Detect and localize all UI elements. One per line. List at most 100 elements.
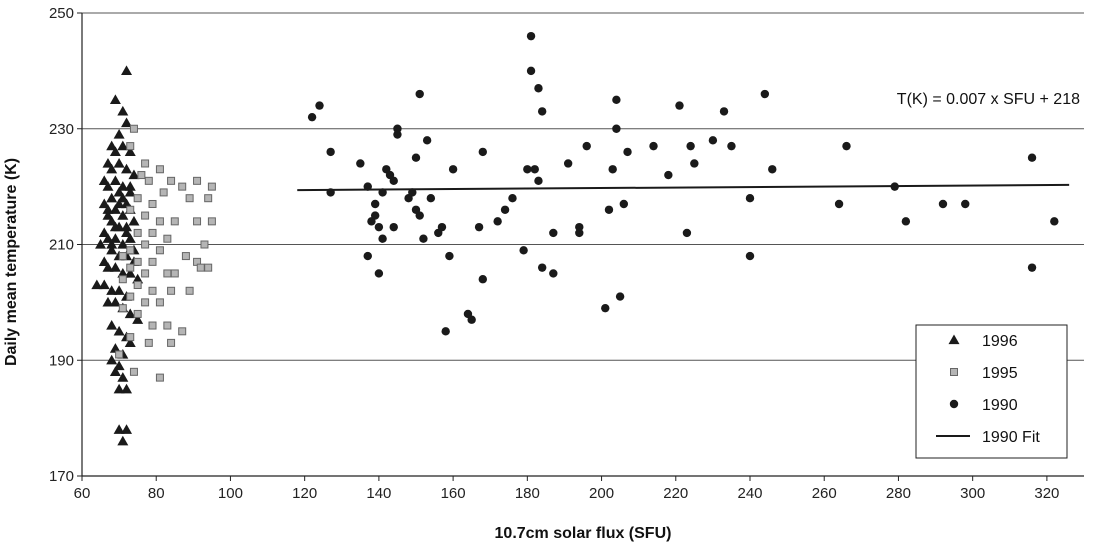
point-1990 [437,222,447,232]
point-1990 [478,147,487,157]
point-1990 [526,66,536,76]
point-1990 [575,228,584,238]
x-tick-label: 80 [148,485,165,502]
point-1990 [374,222,384,232]
point-1995 [148,257,157,266]
point-1996 [121,163,133,174]
point-1990 [649,141,658,151]
x-tick-label: 240 [737,485,762,502]
point-1996 [124,337,136,348]
point-1990 [682,228,692,238]
point-1990 [1027,153,1037,162]
point-1996 [106,244,118,255]
point-1995 [133,281,142,290]
point-1996 [132,314,144,324]
point-1996 [109,343,121,353]
point-1996 [109,262,121,272]
point-1990 [326,147,335,157]
point-1990 [537,107,547,116]
point-1996 [106,239,118,249]
point-1996 [102,210,114,220]
point-1990 [422,136,432,145]
point-1996 [102,204,114,214]
point-1990 [842,141,851,151]
point-1996 [106,140,118,151]
point-1990 [326,188,335,197]
point-1995 [118,275,127,284]
y-axis-label: Daily mean temperature (K) [3,158,20,366]
point-1996 [98,279,110,290]
series-1995 [115,124,216,382]
x-tick-label: 160 [441,485,466,502]
point-1990 [690,159,699,168]
point-1995 [144,176,153,185]
y-tick-label: 230 [49,121,74,138]
point-1996 [128,215,140,226]
point-1995 [185,194,194,203]
point-1990 [393,130,402,139]
point-1995 [141,240,150,249]
point-1990 [519,246,528,255]
point-1990 [615,292,625,301]
point-1996 [124,146,136,157]
legend-label: 1996 [982,333,1018,350]
y-tick-label: 250 [49,5,74,22]
point-1995 [204,263,213,272]
point-1995 [126,205,135,214]
point-1990 [411,153,421,162]
y-tick-label: 210 [49,237,74,254]
point-1995 [148,286,157,295]
point-1990 [1050,217,1059,226]
x-tick-label: 100 [218,485,243,502]
point-1995 [193,217,202,226]
point-1990 [393,124,402,133]
point-1996 [109,366,121,376]
point-1995 [196,263,205,272]
point-1996 [109,94,121,104]
point-1990 [537,263,547,272]
point-1995 [155,246,164,255]
point-1996 [113,325,125,336]
point-1990 [493,217,502,226]
point-1995 [148,228,157,237]
point-1995 [118,252,127,261]
point-1995 [170,269,179,278]
point-1995 [207,217,216,226]
point-1995 [163,321,172,330]
point-1990 [370,211,380,220]
x-tick-label: 60 [74,485,91,502]
x-tick-label: 120 [292,485,317,502]
x-tick-label: 260 [812,485,837,502]
point-1995 [167,338,176,347]
point-1990 [474,222,484,232]
point-1990 [370,199,380,209]
point-1990 [708,136,718,145]
point-1995 [163,269,172,278]
point-1990 [315,101,324,110]
point-1996 [106,320,118,330]
x-tick-label: 280 [886,485,911,502]
point-1990 [441,327,450,336]
point-1990 [1027,263,1037,272]
point-1990 [363,251,372,261]
point-1996 [109,204,121,214]
point-1990 [719,107,729,116]
point-1995 [155,298,164,307]
point-1996 [117,105,129,116]
point-1995 [207,182,216,191]
point-1996 [124,267,136,278]
y-tick-label: 170 [49,468,74,485]
point-1996 [102,233,114,243]
point-1990 [890,182,899,191]
point-1996 [91,279,103,290]
point-1995 [144,338,153,347]
point-1996 [117,435,129,446]
point-1996 [113,285,125,295]
point-1990 [675,101,684,110]
point-1990 [549,269,558,278]
x-tick-label: 200 [589,485,614,502]
point-1995 [185,286,194,295]
legend-marker-1995 [950,368,958,376]
point-1996 [121,227,133,238]
point-1990 [445,251,454,261]
